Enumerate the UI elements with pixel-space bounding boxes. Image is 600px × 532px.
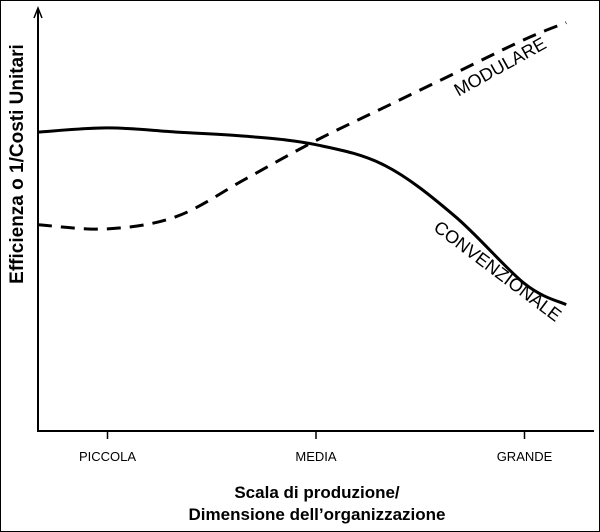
x-tick-label: MEDIA — [295, 449, 337, 464]
x-ticks: PICCOLA MEDIA GRANDE — [79, 431, 553, 464]
series-group — [37, 21, 567, 307]
y-axis-label: Efficienza o 1/Costi Unitari — [7, 44, 28, 284]
x-axis-label-line-2: Dimensione dell’organizzazione — [189, 505, 446, 524]
y-axis-arrow — [33, 5, 43, 19]
x-tick-label: GRANDE — [497, 449, 553, 464]
series-label-convenzionale: CONVENZIONALE — [430, 217, 565, 326]
x-tick-label: PICCOLA — [79, 449, 136, 464]
x-axis-label-line-1: Scala di produzione/ — [234, 483, 400, 502]
series-line-modulare — [37, 21, 567, 231]
series-line-convenzionale — [37, 126, 567, 307]
